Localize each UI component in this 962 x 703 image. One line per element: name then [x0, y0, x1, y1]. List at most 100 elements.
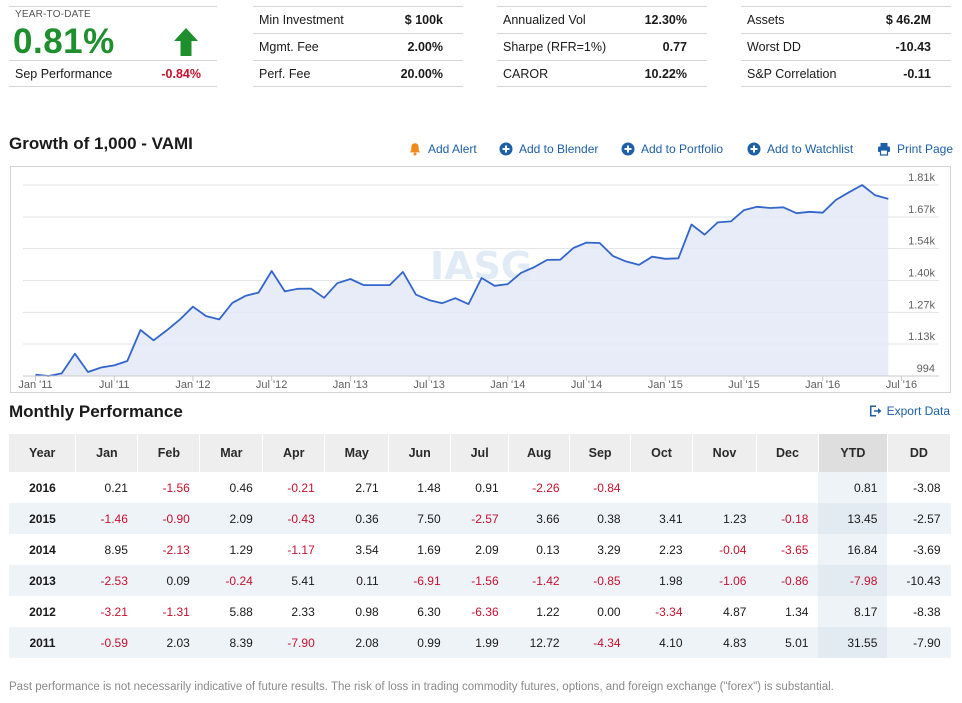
value-cell: 5.88 [229, 604, 253, 619]
value-cell: 2.09 [199, 503, 263, 534]
table-row: 2014 8.95 -2.13 1.29 -1.17 3.54 1.69 2.09 0.13 3.… [9, 534, 951, 565]
value-cell: -2.57 [887, 503, 951, 534]
stat-label: Mgmt. Fee [259, 40, 319, 54]
add-to-blender-button[interactable]: Add to Blender [499, 142, 598, 156]
stat-label: S&P Correlation [747, 67, 837, 81]
x-tick-label: Jan '12 [175, 379, 210, 391]
value-cell: 4.83 [692, 627, 757, 658]
value-cell: -1.31 [162, 604, 190, 619]
column-header-sep: Sep [569, 434, 632, 472]
risk-metrics-block: Annualized Vol 12.30% Sharpe (RFR=1%) 0.77… [497, 6, 707, 87]
year-cell: 2016 [29, 480, 56, 495]
add-alert-button[interactable]: Add Alert [408, 142, 477, 156]
x-tick-label: Jul '15 [728, 379, 759, 391]
value-cell: -3.08 [913, 480, 941, 495]
monthly-performance-title: Monthly Performance [9, 402, 183, 421]
year-cell: 2012 [29, 604, 56, 619]
stat-value: 2.00% [407, 40, 443, 54]
value-cell: 2.03 [137, 627, 200, 658]
fund-terms-block: Min Investment $ 100k Mgmt. Fee 2.00% Perf… [253, 6, 463, 87]
value-cell: -1.46 [75, 503, 138, 534]
add-alert-label: Add Alert [428, 142, 477, 156]
monthly-performance-table: Year Jan Feb Mar Apr May Jun Jul Aug Sep Oct Nov Dec… [9, 434, 952, 658]
add-to-watchlist-button[interactable]: Add to Watchlist [747, 142, 853, 156]
value-cell: 1.34 [785, 604, 809, 619]
add-to-blender-label: Add to Blender [519, 142, 599, 156]
ytd-caption: YEAR-TO-DATE [15, 9, 91, 20]
print-page-button[interactable]: Print Page [877, 142, 953, 156]
value-cell: 4.87 [723, 604, 747, 619]
stat-value: $ 100k [404, 13, 443, 27]
year-cell: 2011 [9, 627, 76, 658]
year-cell: 2013 [9, 565, 76, 596]
value-cell: -0.24 [199, 565, 263, 596]
value-cell: -0.43 [262, 503, 325, 534]
value-cell: -3.65 [781, 542, 809, 557]
value-cell: -2.53 [75, 565, 138, 596]
column-header-oct: Oct [630, 434, 694, 472]
stat-row: Sharpe (RFR=1%) 0.77 [497, 33, 707, 60]
stat-value: -10.43 [895, 40, 931, 54]
value-cell: 0.00 [597, 604, 621, 619]
value-cell: 2.08 [324, 627, 389, 658]
value-cell: -0.59 [75, 627, 138, 658]
value-cell: 3.29 [597, 542, 621, 557]
value-cell: -1.42 [508, 565, 570, 596]
value-cell: -2.13 [162, 542, 190, 557]
table-row: 2011 -0.59 2.03 8.39 -7.90 2.08 0.99 1.99 12.72-… [9, 627, 951, 658]
column-header-feb: Feb [137, 434, 201, 472]
y-tick-label: 994 [917, 363, 935, 375]
stat-row: Assets $ 46.2M [741, 6, 951, 33]
stat-label: Assets [747, 13, 785, 27]
x-tick-label: Jan '13 [333, 379, 368, 391]
value-cell: -0.86 [756, 565, 819, 596]
value-cell: 8.95 [104, 542, 128, 557]
value-cell: 3.41 [630, 503, 693, 534]
export-data-button[interactable]: Export Data [868, 404, 950, 418]
bell-icon [409, 143, 421, 156]
disclaimer: Past performance is not necessarily indi… [9, 681, 834, 693]
y-tick-label: 1.67k [908, 204, 935, 216]
x-tick-label: Jul '16 [886, 379, 917, 391]
stat-row: Worst DD -10.43 [741, 33, 951, 60]
table-row: 2012 -3.21 -1.31 5.88 2.33 0.98 6.30 -6.36 1.22 0… [9, 596, 951, 627]
value-cell: -0.84 [593, 480, 621, 495]
value-cell: -3.34 [655, 604, 683, 619]
y-tick-label: 1.40k [908, 268, 935, 280]
y-tick-label: 1.13k [908, 331, 935, 343]
table-header-row: Year Jan Feb Mar Apr May Jun Jul Aug Sep Oct Nov Dec… [9, 434, 952, 472]
stat-value: 12.30% [644, 13, 687, 27]
stat-label: Worst DD [747, 40, 801, 54]
column-header-dd: DD [887, 434, 952, 472]
stat-value: -0.11 [903, 67, 931, 81]
year-cell: 2015 [9, 503, 76, 534]
value-cell: -2.57 [450, 503, 509, 534]
value-cell: 0.21 [104, 480, 128, 495]
value-cell: -0.04 [719, 542, 747, 557]
x-tick-label: Jul '13 [413, 379, 444, 391]
add-to-portfolio-button[interactable]: Add to Portfolio [621, 142, 723, 156]
column-header-jan: Jan [75, 434, 139, 472]
value-cell: 1.29 [229, 542, 253, 557]
sep-performance-value: -0.84% [161, 67, 201, 81]
value-cell: 13.45 [818, 503, 888, 534]
value-cell: 31.55 [818, 627, 888, 658]
stat-value: $ 46.2M [885, 13, 931, 27]
value-cell: -2.26 [532, 480, 560, 495]
add-to-portfolio-label: Add to Portfolio [641, 142, 724, 156]
value-cell: 1.23 [692, 503, 757, 534]
fund-size-block: Assets $ 46.2M Worst DD -10.43 S&P Correla… [741, 6, 951, 87]
x-tick-label: Jul '11 [99, 379, 130, 391]
value-cell: 0.91 [475, 480, 499, 495]
value-cell: -7.90 [887, 627, 951, 658]
column-header-aug: Aug [508, 434, 571, 472]
column-header-mar: Mar [199, 434, 264, 472]
value-cell: -1.56 [162, 480, 190, 495]
y-tick-label: 1.27k [908, 299, 935, 311]
value-cell: 1.98 [630, 565, 693, 596]
value-cell: -0.90 [137, 503, 200, 534]
value-cell: 8.17 [818, 596, 888, 627]
stat-row: Min Investment $ 100k [253, 6, 463, 33]
value-cell: 0.81 [818, 472, 888, 503]
